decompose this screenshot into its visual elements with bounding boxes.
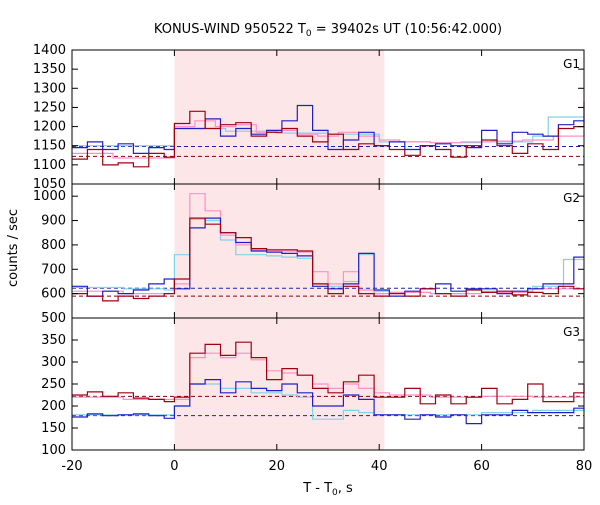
y-tick-label: 1400 — [33, 43, 66, 58]
x-tick-label: 0 — [170, 459, 178, 474]
series-line-1 — [72, 120, 585, 159]
series-line-3 — [72, 217, 584, 302]
y-tick-label: 700 — [41, 262, 66, 277]
y-tick-label: 1150 — [33, 139, 66, 154]
panel-label: G1 — [563, 57, 580, 71]
panel-g3: 100 150 200 250 300 350 G3 — [41, 317, 585, 458]
y-tick-label: 600 — [41, 287, 66, 302]
shaded-interval — [174, 50, 385, 184]
chart-title: KONUS-WIND 950522 T0 = 39402s UT (10:56:… — [154, 22, 502, 39]
series-line-1 — [72, 193, 585, 295]
x-tick-label: 20 — [269, 459, 286, 474]
y-tick-label: 250 — [41, 377, 66, 392]
panel-label: G3 — [563, 325, 580, 339]
y-tick-label: 1250 — [33, 100, 66, 115]
y-tick-label: 300 — [41, 355, 66, 370]
y-tick-label: 350 — [41, 333, 66, 348]
series-line-3 — [72, 101, 585, 168]
y-tick-label: 900 — [41, 214, 66, 229]
y-tick-label: 1050 — [33, 177, 66, 192]
y-tick-label: 1200 — [33, 120, 66, 135]
y-tick-label: 1350 — [33, 62, 66, 77]
y-tick-label: 1100 — [33, 158, 66, 173]
y-tick-label: 500 — [41, 311, 66, 326]
y-tick-label: 800 — [41, 238, 66, 253]
series-line-3 — [72, 341, 585, 405]
panel-g2: 500 600 700 800 900 1000 G2 — [33, 183, 585, 326]
chart-title-subscript: 0 — [306, 29, 312, 39]
series-line-2 — [72, 379, 584, 425]
y-tick-label: 200 — [41, 399, 66, 414]
y-axis-label: counts / sec — [6, 209, 21, 287]
panel-label: G2 — [563, 191, 580, 205]
y-tick-label: 150 — [41, 421, 66, 436]
x-tick-label: 40 — [371, 459, 388, 474]
y-tick-label: 1000 — [33, 189, 66, 204]
panel-g1: 1050 1100 1150 1200 1250 1300 1350 1400 G1 — [33, 43, 585, 192]
x-tick-label: 80 — [576, 459, 593, 474]
series-line-2 — [72, 217, 584, 297]
x-axis-label: T - T0, s — [302, 481, 353, 498]
x-tick-label: -20 — [61, 459, 82, 474]
x-axis-label-subscript: 0 — [332, 488, 338, 498]
x-tick-label: 60 — [473, 459, 490, 474]
y-tick-label: 100 — [41, 443, 66, 458]
y-tick-label: 1300 — [33, 81, 66, 96]
